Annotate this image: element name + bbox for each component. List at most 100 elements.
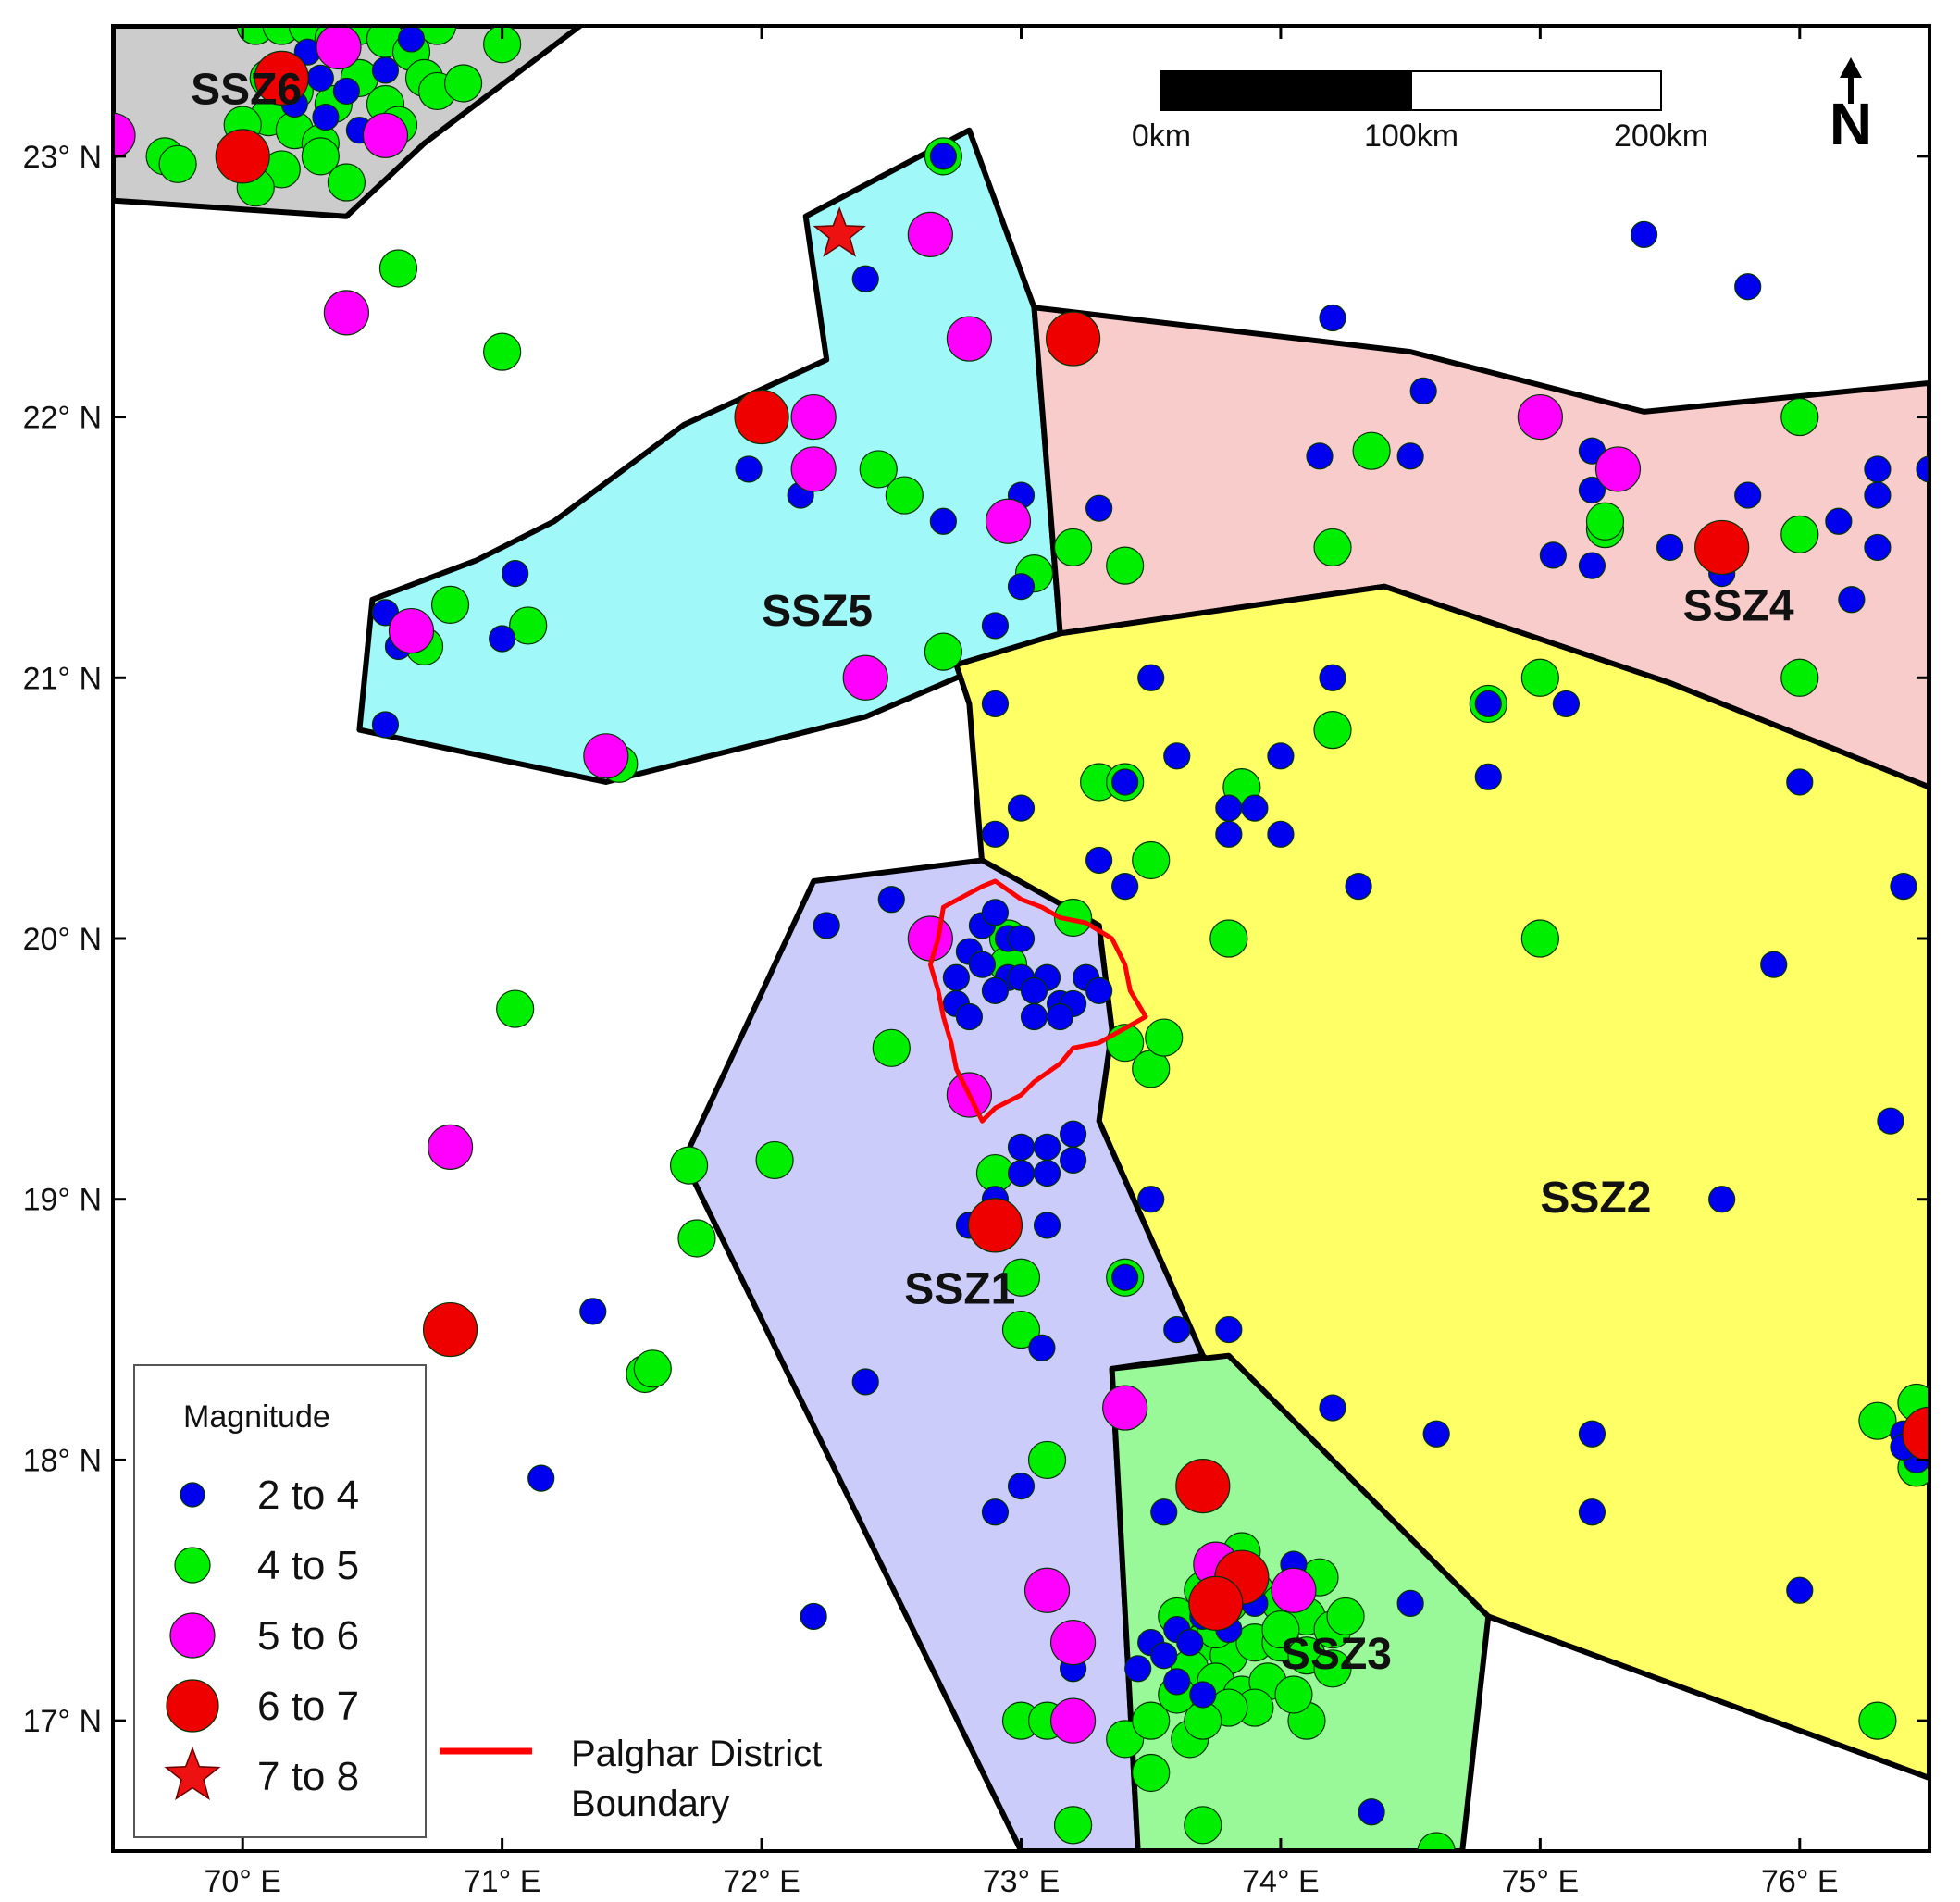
earthquake-event-m4 xyxy=(924,632,962,671)
earthquake-event-m2 xyxy=(1786,768,1814,796)
earthquake-event-m5 xyxy=(1271,1567,1317,1613)
earthquake-event-m4 xyxy=(755,1140,794,1180)
earthquake-event-m2 xyxy=(981,612,1010,640)
earthquake-event-m6 xyxy=(967,1198,1023,1253)
earthquake-event-m2 xyxy=(1578,1498,1606,1526)
earthquake-event-m2 xyxy=(1163,742,1191,770)
earthquake-event-m2 xyxy=(1864,455,1892,483)
earthquake-event-m2 xyxy=(1708,1186,1736,1213)
earthquake-event-m4 xyxy=(1858,1701,1897,1740)
earthquake-event-m2 xyxy=(955,1002,984,1031)
earthquake-event-m4 xyxy=(1001,1310,1041,1349)
legend-marker-m5 xyxy=(169,1612,216,1659)
earthquake-event-m2 xyxy=(1007,794,1036,822)
earthquake-event-m4 xyxy=(1209,919,1248,958)
earthquake-event-m2 xyxy=(1176,1629,1204,1657)
earthquake-event-m4 xyxy=(1417,1832,1456,1851)
earthquake-event-m2 xyxy=(929,143,957,170)
earthquake-event-m6 xyxy=(1045,311,1101,367)
earthquake-event-m2 xyxy=(981,899,1010,926)
earthquake-event-m4 xyxy=(1132,840,1171,880)
earthquake-event-m5 xyxy=(583,733,629,779)
earthquake-event-m4 xyxy=(885,476,924,515)
earthquake-event-m2 xyxy=(1007,925,1036,952)
earthquake-event-m2 xyxy=(1319,1394,1346,1422)
map-plot-area: SSZ6 SSZ5 SSZ4 SSZ2 SSZ1 SSZ3 xyxy=(113,26,1929,1851)
earthquake-event-m2 xyxy=(1630,220,1658,248)
earthquake-event-m2 xyxy=(942,963,970,991)
earthquake-event-m2 xyxy=(929,507,957,535)
earthquake-event-m2 xyxy=(1111,768,1139,796)
earthquake-event-m2 xyxy=(851,1368,879,1396)
earthquake-event-m2 xyxy=(968,951,997,978)
earthquake-event-m2 xyxy=(981,820,1010,848)
earthquake-event-m2 xyxy=(1916,455,1929,483)
earthquake-event-m2 xyxy=(1474,763,1502,790)
y-tick-label: 20° N xyxy=(23,922,102,957)
x-tick-label: 72° E xyxy=(723,1864,800,1899)
earthquake-event-m4 xyxy=(1520,919,1559,958)
earthquake-event-m4 xyxy=(1313,528,1352,567)
earthquake-event-m2 xyxy=(1085,494,1113,522)
earthquake-event-m2 xyxy=(851,265,879,292)
earthquake-events-layer xyxy=(113,26,1929,1851)
earthquake-event-m2 xyxy=(1319,304,1346,332)
earthquake-event-m2 xyxy=(981,690,1010,718)
earthquake-event-m2 xyxy=(371,56,400,84)
earthquake-event-m2 xyxy=(1163,1668,1191,1696)
earthquake-event-m2 xyxy=(1046,1002,1074,1031)
earthquake-event-m2 xyxy=(1085,846,1113,875)
earthquake-event-m2 xyxy=(813,912,840,939)
earthquake-event-m5 xyxy=(1049,1697,1097,1744)
x-tick-label: 74° E xyxy=(1242,1864,1320,1899)
palghar-district-boundary xyxy=(927,878,1148,1124)
earthquake-event-m2 xyxy=(1007,1159,1036,1187)
earthquake-event-m4 xyxy=(327,163,366,202)
earthquake-event-m2 xyxy=(1085,976,1113,1004)
earthquake-event-m2 xyxy=(1137,1186,1165,1213)
earthquake-event-m2 xyxy=(1422,1420,1450,1448)
earthquake-event-m2 xyxy=(332,77,360,106)
x-tick-label: 70° E xyxy=(204,1864,281,1899)
earthquake-event-m4 xyxy=(417,26,457,45)
legend-marker-m7 xyxy=(164,1746,221,1801)
scale-label-200: 200km xyxy=(1614,118,1708,154)
axis-ticks: 70° E 71° E 72° E 73° E 74° E 75° E 76° E 23° N… xyxy=(23,26,1929,1899)
earthquake-event-m4 xyxy=(430,585,470,625)
earthquake-event-m5 xyxy=(985,498,1032,544)
x-tick-label: 76° E xyxy=(1761,1864,1839,1899)
earthquake-event-m2 xyxy=(1137,664,1165,691)
earthquake-event-m4 xyxy=(301,137,340,176)
x-tick-label: 73° E xyxy=(983,1864,1061,1899)
earthquake-event-m2 xyxy=(1578,476,1606,504)
y-tick-label: 22° N xyxy=(23,401,102,436)
earthquake-event-m4 xyxy=(158,144,197,183)
earthquake-event-m2 xyxy=(800,1602,827,1631)
earthquake-event-m2 xyxy=(1020,1002,1048,1031)
earthquake-event-m4 xyxy=(1261,1610,1300,1649)
earthquake-event-m2 xyxy=(1059,1146,1087,1175)
earthquake-event-m2 xyxy=(1578,552,1606,579)
legend-boundary-label-line2: Boundary xyxy=(571,1784,729,1824)
earthquake-event-m5 xyxy=(1102,1385,1148,1431)
earthquake-event-m2 xyxy=(1111,873,1139,901)
earthquake-event-m2 xyxy=(1358,1798,1385,1826)
earthquake-event-m2 xyxy=(579,1298,607,1325)
earthquake-event-m2 xyxy=(1007,1472,1036,1500)
legend-label-m6: 6 to 7 xyxy=(257,1684,359,1729)
earthquake-event-m2 xyxy=(1215,794,1243,822)
zone-labels-layer: SSZ6 SSZ5 SSZ4 SSZ2 SSZ1 SSZ3 xyxy=(191,66,1794,1679)
earthquake-event-m4 xyxy=(1520,658,1559,697)
earthquake-event-m4 xyxy=(1145,1018,1184,1057)
earthquake-event-m2 xyxy=(1396,1589,1424,1617)
earthquake-event-m4 xyxy=(1780,397,1819,437)
earthquake-event-m2 xyxy=(1007,1133,1036,1161)
y-tick-label: 18° N xyxy=(23,1443,102,1478)
earthquake-event-m4 xyxy=(1313,711,1352,750)
earthquake-event-m2 xyxy=(1656,533,1684,562)
earthquake-event-m4 xyxy=(1001,1258,1041,1297)
earthquake-event-m2 xyxy=(877,886,905,914)
legend-marker-m6 xyxy=(166,1679,219,1733)
earthquake-event-m5 xyxy=(388,607,435,654)
earthquake-event-m2 xyxy=(1215,1315,1243,1344)
